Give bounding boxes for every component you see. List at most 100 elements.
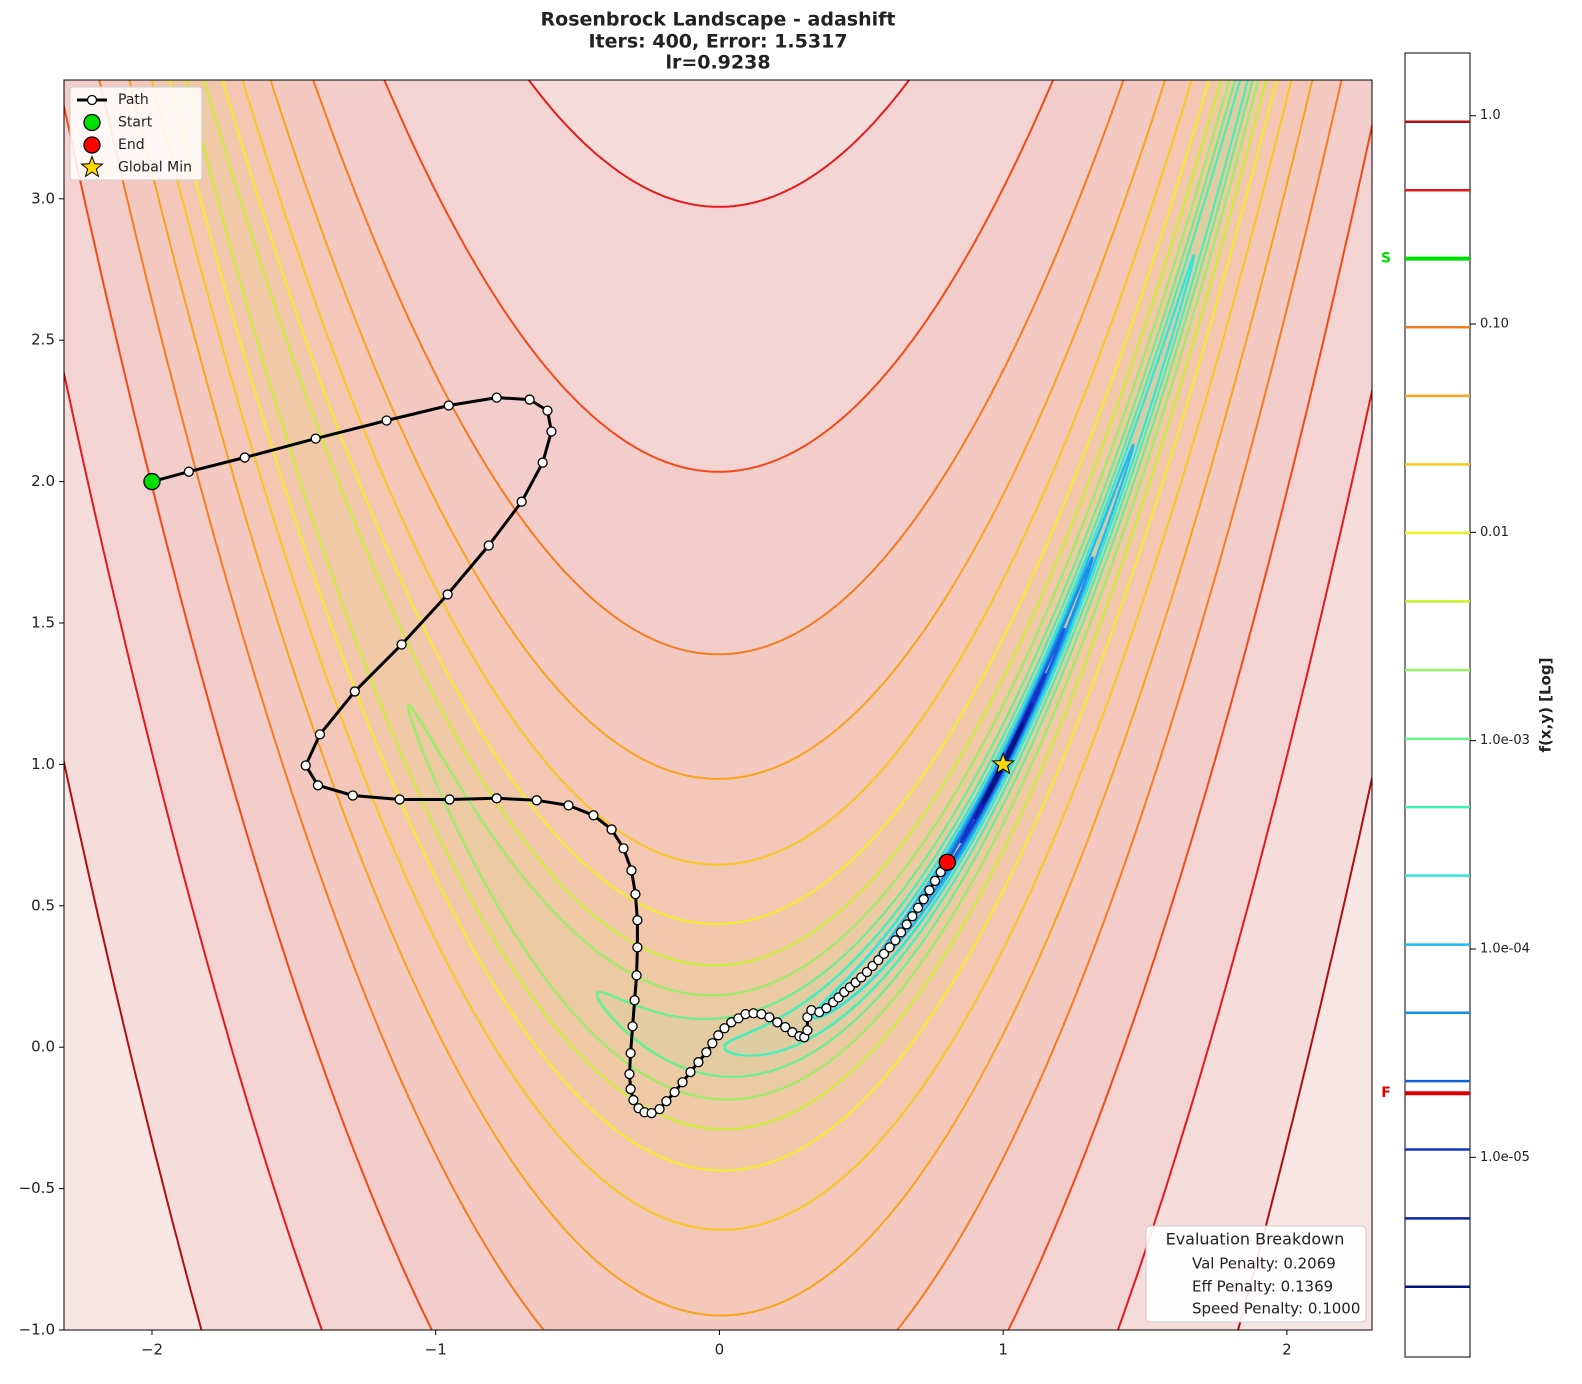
annotation-line: Speed Penalty: 0.1000 bbox=[1192, 1300, 1360, 1318]
path-point bbox=[713, 1030, 724, 1041]
path-point bbox=[627, 1021, 638, 1032]
path-point bbox=[546, 426, 557, 437]
y-tick-label: 1.0 bbox=[31, 755, 55, 773]
legend-label: End bbox=[118, 137, 145, 153]
y-tick-label: 1.5 bbox=[31, 613, 55, 631]
path-point bbox=[381, 415, 392, 426]
path-point bbox=[626, 865, 637, 876]
path-point bbox=[924, 885, 935, 896]
contour-line bbox=[150, 80, 1293, 1231]
path-point bbox=[444, 794, 455, 805]
path-point bbox=[661, 1096, 672, 1107]
path-point bbox=[901, 919, 912, 930]
colorbar-marker-label: F bbox=[1381, 1085, 1391, 1101]
path-point bbox=[347, 790, 358, 801]
path-point bbox=[314, 729, 326, 740]
legend-marker bbox=[80, 155, 104, 178]
contour-line bbox=[595, 80, 1254, 1078]
plot-frame bbox=[63, 79, 1373, 1331]
y-tick-label: 2.0 bbox=[31, 472, 55, 490]
contour-line bbox=[185, 80, 1268, 1131]
colorbar-frame bbox=[1404, 52, 1471, 1358]
contour-line bbox=[64, 80, 1372, 1330]
path-point bbox=[764, 1012, 775, 1023]
contour-layer bbox=[64, 80, 1372, 1330]
path-point bbox=[878, 948, 890, 960]
colorbar-tick-label: 0.01 bbox=[1480, 525, 1509, 540]
path-point bbox=[516, 496, 527, 507]
plot-background bbox=[64, 80, 1372, 1330]
path-point bbox=[396, 639, 407, 650]
path-point bbox=[802, 1025, 813, 1036]
path-point bbox=[443, 400, 454, 411]
annotation-line: Eff Penalty: 0.1369 bbox=[1192, 1278, 1333, 1296]
legend-box bbox=[69, 86, 203, 181]
path-point bbox=[491, 392, 502, 403]
path-point bbox=[606, 824, 617, 835]
path-point bbox=[707, 1038, 718, 1049]
legend-label: Start bbox=[118, 115, 153, 131]
point-marker bbox=[143, 472, 161, 491]
path-layer bbox=[143, 392, 1015, 1119]
y-tick-label: −0.5 bbox=[19, 1179, 55, 1197]
path-point bbox=[239, 452, 250, 463]
path-point bbox=[821, 1003, 832, 1014]
path-point bbox=[349, 686, 360, 697]
colorbar-tick-label: 1.0e-04 bbox=[1480, 941, 1530, 956]
path-point bbox=[300, 760, 311, 771]
path-point bbox=[630, 889, 641, 900]
path-point bbox=[618, 843, 629, 854]
path-point bbox=[907, 911, 918, 922]
path-point bbox=[685, 1066, 696, 1078]
contour-line bbox=[98, 80, 1343, 1330]
path-point bbox=[632, 915, 643, 926]
path-point bbox=[873, 954, 884, 966]
colorbar-tick-label: 1.0e-03 bbox=[1480, 733, 1530, 748]
path-point bbox=[624, 1068, 635, 1080]
path-point bbox=[442, 589, 453, 600]
contour-line bbox=[723, 80, 1249, 1057]
path-point bbox=[537, 457, 548, 468]
path-point bbox=[890, 935, 901, 946]
path-point bbox=[701, 1047, 712, 1058]
legend-marker bbox=[83, 113, 101, 132]
chart-subtitle: lr=0.9238 bbox=[665, 52, 770, 74]
point-marker bbox=[938, 853, 956, 871]
star-marker bbox=[991, 751, 1015, 775]
colorbar-tick-label: 1.0e-05 bbox=[1480, 1150, 1530, 1165]
path-point bbox=[524, 394, 535, 405]
contour-line bbox=[64, 80, 1372, 1330]
colorbar-marker-label: S bbox=[1381, 251, 1391, 267]
colorbar-tick-label: 1.0 bbox=[1480, 108, 1501, 123]
contour-line bbox=[168, 80, 1278, 1172]
path-point bbox=[631, 970, 642, 981]
annotation-line: Val Penalty: 0.2069 bbox=[1192, 1255, 1336, 1273]
legend-label: Global Min bbox=[118, 160, 192, 176]
path-point bbox=[483, 540, 494, 551]
path-point bbox=[929, 875, 941, 887]
chart-subtitle: Iters: 400, Error: 1.5317 bbox=[588, 31, 847, 53]
path-point bbox=[895, 927, 907, 938]
path-point bbox=[629, 995, 640, 1006]
x-tick-label: 2 bbox=[1282, 1341, 1292, 1359]
path-point bbox=[780, 1021, 791, 1033]
path-point bbox=[310, 433, 321, 444]
path-point bbox=[588, 810, 599, 821]
path-point bbox=[625, 1047, 636, 1059]
x-tick-label: 1 bbox=[998, 1341, 1008, 1359]
y-tick-label: 0.0 bbox=[31, 1038, 55, 1056]
path-point bbox=[884, 942, 895, 953]
path-point bbox=[719, 1023, 730, 1034]
y-tick-label: −1.0 bbox=[19, 1321, 55, 1339]
legend-marker bbox=[86, 94, 98, 106]
path-point bbox=[693, 1057, 704, 1068]
path-point bbox=[912, 902, 924, 913]
annotation-box bbox=[1145, 1225, 1367, 1323]
path-point bbox=[918, 894, 929, 905]
path-point bbox=[632, 942, 643, 953]
y-tick-label: 0.5 bbox=[31, 896, 55, 914]
chart-title: Rosenbrock Landscape - adashift bbox=[541, 9, 896, 31]
path-point bbox=[677, 1077, 688, 1088]
contour-line bbox=[128, 80, 1314, 1317]
